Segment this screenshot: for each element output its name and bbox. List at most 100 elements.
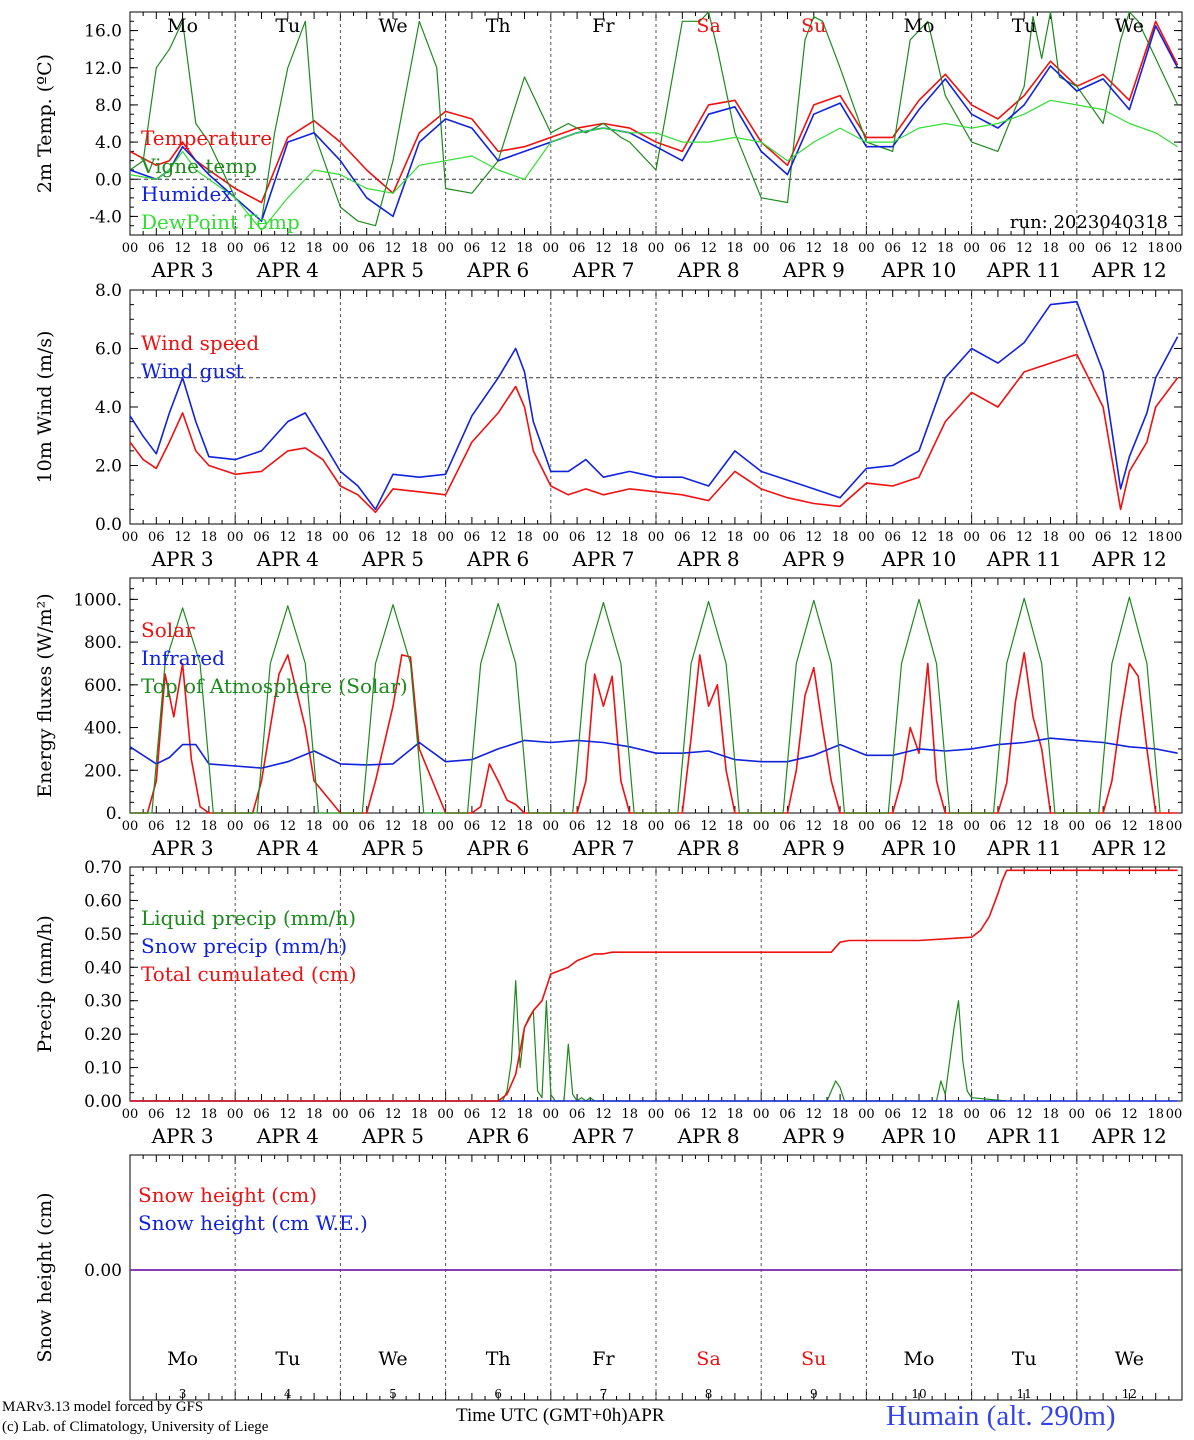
hour-label: 12	[911, 530, 928, 545]
day-number: 8	[705, 1387, 713, 1401]
date-label: APR 7	[571, 258, 634, 282]
hour-label: 12	[1016, 530, 1033, 545]
hour-label: 18	[1147, 530, 1164, 545]
hour-label: 06	[674, 241, 691, 256]
hour-label: 00	[963, 241, 980, 256]
hour-label: 06	[779, 530, 796, 545]
hour-label: 06	[779, 1107, 796, 1122]
date-label: APR 11	[986, 547, 1062, 571]
hour-label: 12	[1121, 241, 1138, 256]
hour-label: 06	[884, 1107, 901, 1122]
hour-label: 00	[227, 1107, 244, 1122]
y-axis-label: 2m Temp. (ºC)	[34, 54, 56, 193]
hour-label: 18	[621, 530, 638, 545]
y-axis-label: Snow height (cm)	[34, 1192, 56, 1362]
hour-label: 00	[858, 530, 875, 545]
hour-label: 18	[306, 819, 323, 834]
weekday-label: Tu	[1012, 1348, 1037, 1370]
hour-label: 06	[253, 819, 270, 834]
weekday-label: Su	[801, 1348, 826, 1370]
hour-label: 06	[1095, 819, 1112, 834]
weekday-label: Mo	[167, 15, 198, 37]
hour-label: 18	[727, 241, 744, 256]
date-label: APR 11	[986, 258, 1062, 282]
weekday-label: Su	[801, 15, 826, 37]
hour-label: 06	[464, 530, 481, 545]
hour-label: 00	[543, 819, 560, 834]
hour-label: 06	[358, 1107, 375, 1122]
date-label: APR 7	[571, 836, 634, 860]
hour-label: 12	[490, 530, 507, 545]
hour-label: 18	[621, 1107, 638, 1122]
hour-label: 00	[332, 530, 349, 545]
y-tick-label: -4.0	[89, 207, 122, 227]
date-label: APR 10	[881, 1124, 957, 1148]
hour-label: 18	[516, 1107, 533, 1122]
hour-label: 18	[1042, 819, 1059, 834]
time-axis-title: Time UTC (GMT+0h)	[456, 1405, 628, 1426]
y-tick-label: 0.40	[84, 958, 122, 978]
hour-label: 12	[1016, 241, 1033, 256]
date-label: APR 5	[361, 258, 424, 282]
day-number: 5	[389, 1387, 397, 1401]
y-tick-label: 4.0	[95, 398, 122, 418]
hour-label: 18	[1147, 1107, 1164, 1122]
hour-label: 00	[753, 241, 770, 256]
meteogram-panels: -4.0 0.0 4.0 8.0 12.0 16.0 2m Temp. (ºC) Temper…	[34, 11, 1183, 1401]
y-tick-label: 0.20	[84, 1025, 122, 1045]
hour-label: 12	[174, 1107, 191, 1122]
series-line-4	[129, 99, 1178, 231]
date-label: APR 12	[1091, 836, 1167, 860]
hour-label: 12	[595, 241, 612, 256]
hour-label: 06	[358, 819, 375, 834]
hour-label: 12	[490, 241, 507, 256]
hour-label: 00	[648, 530, 665, 545]
hour-label: 00	[122, 241, 139, 256]
legend-entry: DewPoint Temp	[141, 210, 300, 234]
y-tick-label: 400.	[84, 719, 122, 739]
date-label: APR 9	[782, 1124, 845, 1148]
hour-label: 06	[569, 819, 586, 834]
date-label: APR 12	[1091, 258, 1167, 282]
hour-label: 18	[1042, 1107, 1059, 1122]
y-tick-label: 0.00	[84, 1092, 122, 1112]
hour-label: 12	[700, 1107, 717, 1122]
hour-label: 06	[1095, 1107, 1112, 1122]
series-line-3	[129, 25, 1179, 222]
weekday-label: Tu	[275, 15, 300, 37]
hour-label: 18	[727, 1107, 744, 1122]
hour-label: 00	[122, 1107, 139, 1122]
hour-label: 12	[490, 1107, 507, 1122]
legend-entry: Temperature	[141, 126, 272, 150]
weekday-label: Mo	[904, 1348, 935, 1370]
hour-label: 06	[148, 530, 165, 545]
day-number: 10	[911, 1387, 926, 1401]
y-tick-label: 0.00	[84, 1261, 122, 1281]
hour-label: 12	[806, 819, 823, 834]
hour-label: 06	[990, 530, 1007, 545]
hour-label: 12	[595, 530, 612, 545]
hour-label: 00	[1069, 530, 1086, 545]
hour-label: 00	[753, 819, 770, 834]
hour-label: 06	[779, 241, 796, 256]
hour-label: 00	[1166, 530, 1183, 545]
hour-label: 12	[911, 1107, 928, 1122]
weekday-label: We	[378, 15, 407, 37]
hour-label: 06	[253, 241, 270, 256]
footer-copyright: (c) Lab. of Climatology, University of L…	[2, 1419, 269, 1435]
series-line-3	[130, 596, 1161, 814]
date-label: APR 9	[782, 547, 845, 571]
hour-label: 06	[779, 819, 796, 834]
hour-label: 06	[569, 1107, 586, 1122]
hour-label: 00	[1069, 241, 1086, 256]
hour-label: 12	[700, 530, 717, 545]
hour-label: 00	[858, 1107, 875, 1122]
day-number: 4	[284, 1387, 292, 1401]
hour-label: 18	[1042, 530, 1059, 545]
hour-label: 00	[1166, 1107, 1183, 1122]
hour-label: 00	[753, 1107, 770, 1122]
time-axis-label: Time UTC (GMT+0h)APR	[456, 1405, 665, 1427]
hour-label: 00	[858, 819, 875, 834]
hour-label: 12	[700, 819, 717, 834]
hour-label: 06	[148, 1107, 165, 1122]
